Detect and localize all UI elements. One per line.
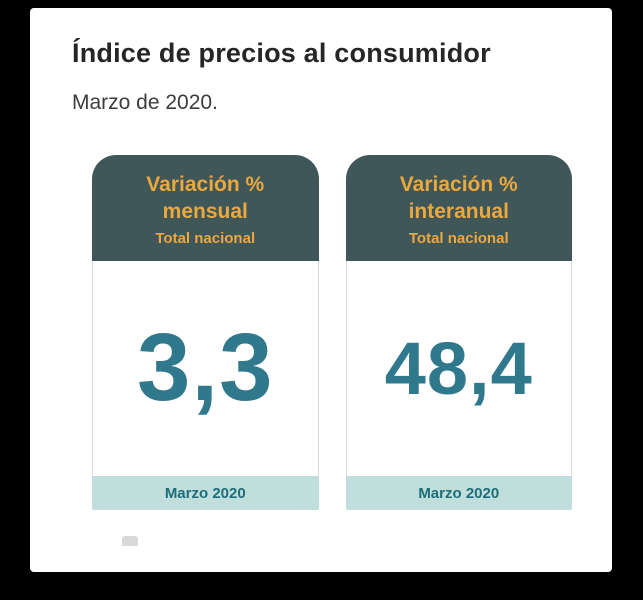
card-header: Variación % mensual Total nacional [92, 155, 319, 261]
card-period-label: Marzo 2020 [345, 475, 572, 510]
card-scope-label: Total nacional [155, 229, 256, 247]
card-title-line1: Variación % [399, 173, 518, 196]
report-panel: Índice de precios al consumidor Marzo de… [30, 8, 612, 572]
kpi-value-monthly: 3,3 [137, 314, 274, 422]
kpi-card-monthly-variation: Variación % mensual Total nacional 3,3 M… [92, 155, 319, 510]
page-subtitle: Marzo de 2020. [72, 91, 218, 114]
card-body: 3,3 [92, 260, 319, 476]
card-title-line1: Variación % [146, 173, 265, 196]
page-title: Índice de precios al consumidor [72, 38, 491, 68]
card-title-line2: mensual [162, 199, 248, 223]
card-header: Variación % interanual Total nacional [345, 155, 572, 261]
card-body: 48,4 [345, 260, 572, 476]
kpi-cards-row: Variación % mensual Total nacional 3,3 M… [92, 155, 572, 510]
card-period-label: Marzo 2020 [92, 475, 319, 510]
card-scope-label: Total nacional [408, 229, 509, 247]
kpi-card-interannual-variation: Variación % interanual Total nacional 48… [345, 155, 572, 510]
kpi-value-interannual: 48,4 [384, 326, 533, 410]
report-content: Índice de precios al consumidor Marzo de… [30, 8, 612, 546]
card-title-line2: interanual [408, 199, 509, 223]
cropped-next-section-edge [122, 536, 138, 546]
